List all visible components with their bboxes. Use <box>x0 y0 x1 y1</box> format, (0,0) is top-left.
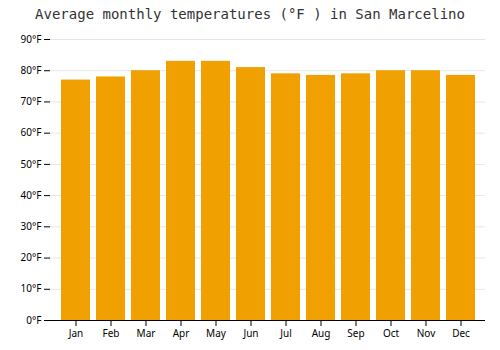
svg-text:Aug: Aug <box>312 326 331 340</box>
svg-text:Nov: Nov <box>417 326 436 340</box>
svg-text:60°F: 60°F <box>21 125 42 139</box>
html-text:Average monthly temperatures (: Average monthly temperatures (°F ) in Sa… <box>35 6 465 22</box>
svg-text:20°F: 20°F <box>21 250 42 264</box>
svg-text:Mar: Mar <box>137 326 156 340</box>
svg-text:Jan: Jan <box>68 326 84 340</box>
svg-text:Oct: Oct <box>383 326 400 340</box>
svg-text:0°F: 0°F <box>26 313 41 327</box>
svg-text:30°F: 30°F <box>21 219 42 233</box>
svg-text:Dec: Dec <box>452 326 470 340</box>
svg-text:50°F: 50°F <box>21 157 42 171</box>
svg-text:Feb: Feb <box>103 326 120 340</box>
svg-text:Jun: Jun <box>242 326 258 340</box>
svg-text:Sep: Sep <box>347 326 364 340</box>
svg-text:10°F: 10°F <box>21 281 42 295</box>
svg-text:Jul: Jul <box>279 326 292 340</box>
svg-text:40°F: 40°F <box>21 188 42 202</box>
svg-text:May: May <box>206 326 227 340</box>
svg-text:Apr: Apr <box>173 326 190 340</box>
svg-text:70°F: 70°F <box>21 94 42 108</box>
svg-text:80°F: 80°F <box>21 63 42 77</box>
svg-text:90°F: 90°F <box>21 32 42 46</box>
